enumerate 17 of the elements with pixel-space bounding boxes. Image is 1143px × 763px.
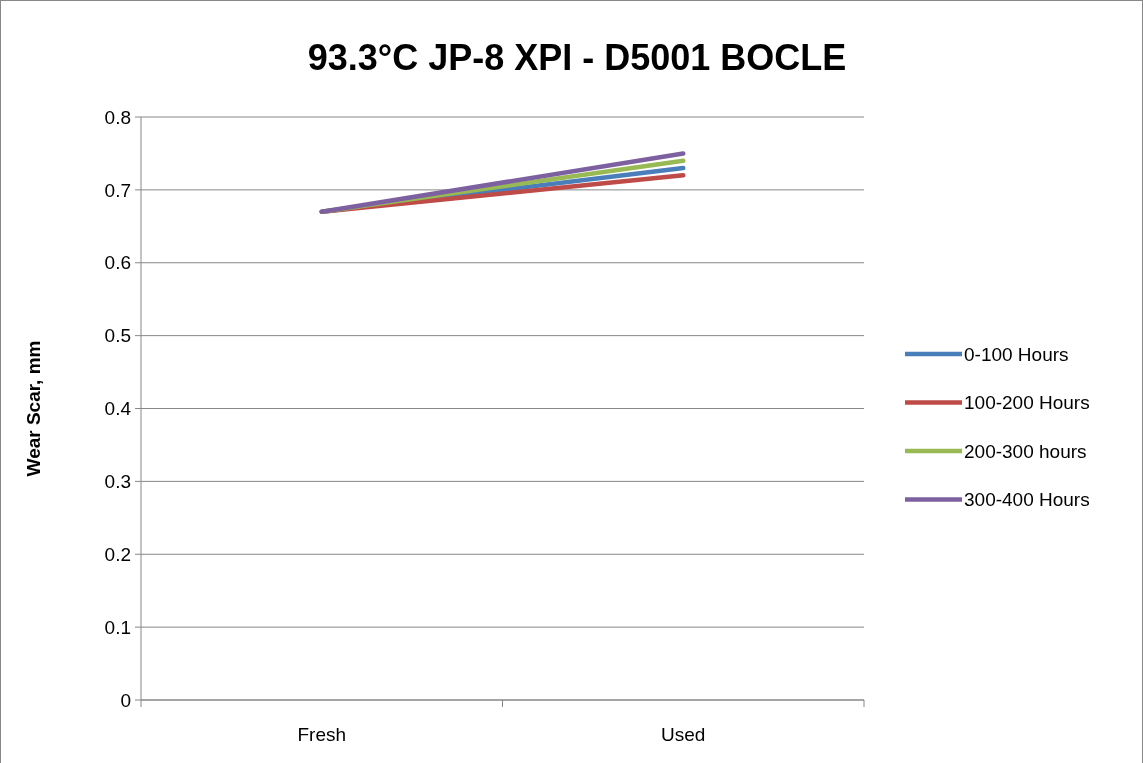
- y-tick-label: 0: [120, 689, 131, 711]
- legend-label: 300-400 Hours: [964, 489, 1090, 511]
- y-tick-label: 0.2: [104, 543, 131, 565]
- x-tick-label: Fresh: [297, 724, 347, 745]
- y-tick-label: 0.1: [104, 616, 131, 638]
- legend-label: 100-200 Hours: [964, 392, 1090, 414]
- y-tick-label: 0.4: [104, 398, 132, 420]
- legend-label: 0-100 Hours: [964, 343, 1069, 365]
- y-tick-label: 0.6: [104, 252, 131, 274]
- chart-title: 93.3°C JP-8 XPI - D5001 BOCLE: [307, 37, 847, 78]
- y-tick-label: 0.5: [104, 325, 131, 347]
- x-tick-label: Used: [661, 724, 706, 745]
- y-tick-label: 0.7: [104, 179, 131, 201]
- legend-label: 200-300 hours: [964, 440, 1087, 462]
- y-tick-label: 0.8: [104, 106, 131, 128]
- y-axis-title: Wear Scar, mm: [23, 340, 44, 477]
- y-tick-label: 0.3: [104, 471, 131, 493]
